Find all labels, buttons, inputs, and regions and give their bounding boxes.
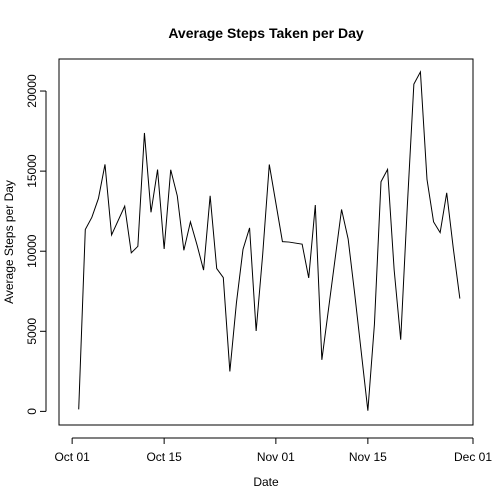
- y-tick-label: 0: [25, 408, 39, 415]
- x-tick-label: Oct 01: [54, 450, 90, 464]
- x-tick-label: Dec 01: [454, 450, 492, 464]
- series-line: [78, 70, 461, 411]
- data-points: [77, 70, 461, 412]
- y-tick-label: 15000: [25, 154, 39, 188]
- x-axis-label: Date: [253, 475, 279, 489]
- x-tick-label: Oct 15: [146, 450, 182, 464]
- y-tick-label: 5000: [25, 318, 39, 345]
- x-tick-label: Nov 15: [349, 450, 387, 464]
- chart-title: Average Steps Taken per Day: [168, 25, 364, 41]
- y-axis-label: Average Steps per Day: [2, 180, 16, 304]
- x-axis: Oct 01 Oct 15 Nov 01 Nov 15 Dec 01: [54, 437, 492, 464]
- x-tick-label: Nov 01: [257, 450, 295, 464]
- y-tick-label: 10000: [25, 234, 39, 268]
- plot-frame: [58, 58, 474, 426]
- y-axis: 0 5000 10000 15000 20000: [25, 74, 47, 415]
- y-tick-label: 20000: [25, 74, 39, 108]
